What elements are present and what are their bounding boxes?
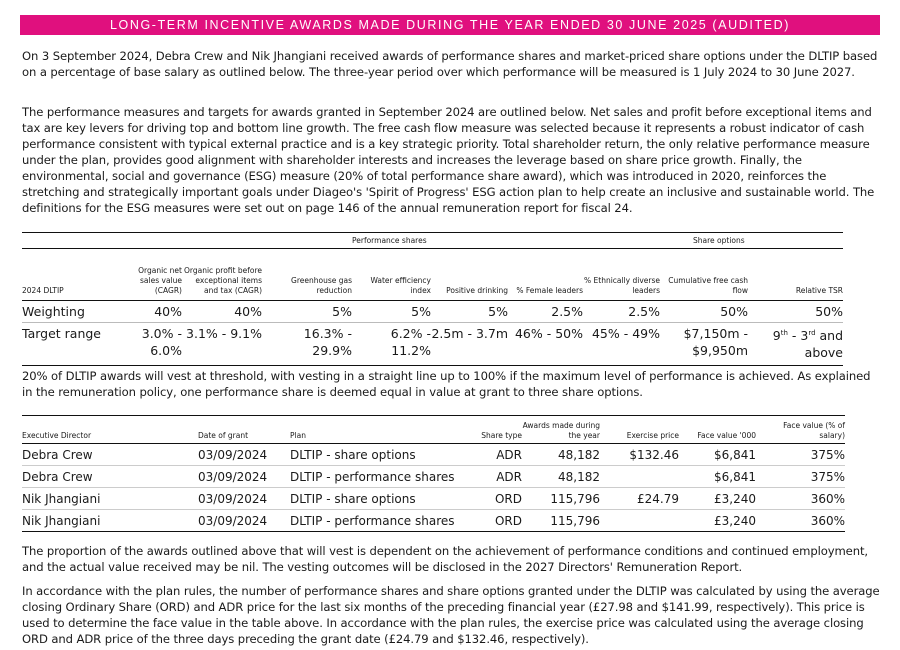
weighting-cell: Weighting	[22, 300, 117, 323]
table-cell: DLTIP - share options	[290, 443, 470, 466]
column-header: % Ethnically diverse leaders	[583, 248, 661, 301]
column-header: Exercise price	[600, 415, 679, 444]
column-header: Plan	[290, 415, 470, 444]
table-cell	[600, 465, 679, 488]
table-cell: ADR	[470, 465, 522, 488]
column-header: Date of grant	[198, 415, 290, 444]
table-row: Debra Crew 03/09/2024 DLTIP - performance …	[22, 465, 845, 488]
table-cell: DLTIP - share options	[290, 487, 470, 510]
table-cell: 375%	[756, 465, 845, 488]
table-cell: 03/09/2024	[198, 487, 290, 510]
table-cell: £24.79	[600, 487, 679, 510]
target-range-cell: 16.3% - 29.9%	[303, 326, 352, 358]
target-range-cell: 45% - 49%	[591, 326, 661, 341]
target-range-cell-relative-tsr: 9th - 3rd and above	[748, 323, 843, 366]
weighting-cell: 2.5%	[583, 300, 661, 323]
column-header: Share type	[470, 415, 522, 444]
target-range-cell: 2.5m - 3.7m	[431, 326, 509, 341]
intro-paragraph: On 3 September 2024, Debra Crew and Nik …	[22, 49, 878, 79]
table-row: Debra Crew 03/09/2024 DLTIP - share option…	[22, 443, 845, 466]
table-row: Nik Jhangiani 03/09/2024 DLTIP - performan…	[22, 510, 845, 532]
tsr-mid: - 3	[787, 328, 809, 344]
table-row: Nik Jhangiani 03/09/2024 DLTIP - share opt…	[22, 487, 845, 510]
performance-measures-table: Performance shares Share options 2024 DL…	[22, 232, 844, 367]
target-range-cell: $7,150m - $9,950m	[683, 326, 749, 358]
target-range-cell: 3.0% - 6.0%	[141, 326, 182, 358]
column-header: Greenhouse gas reduction	[262, 248, 352, 301]
outcome-paragraph: The proportion of the awards outlined ab…	[22, 544, 868, 574]
table-cell: 03/09/2024	[198, 465, 290, 488]
tsr-b-sup: rd	[808, 329, 816, 337]
table-cell: 48,182	[522, 465, 600, 488]
weighting-cell: 2.5%	[508, 300, 584, 323]
target-range-cell: 3.1% - 9.1%	[186, 326, 262, 341]
table-cell: ADR	[470, 443, 522, 466]
table-cell: £3,240	[679, 487, 756, 510]
tsr-a: 9	[772, 328, 781, 344]
table-cell: Debra Crew	[22, 465, 198, 488]
vesting-paragraph: 20% of DLTIP awards will vest at thresho…	[22, 369, 871, 399]
table-cell: 375%	[756, 443, 845, 466]
table-cell: $6,841	[679, 465, 756, 488]
target-range-cell: 46% - 50%	[514, 326, 584, 341]
table-cell: ORD	[494, 513, 522, 528]
column-header: Awards made during the year	[522, 415, 600, 444]
table-cell: 360%	[810, 513, 845, 528]
group-performance-shares: Performance shares	[352, 232, 509, 249]
column-header: Organic profit before exceptional items …	[182, 248, 262, 301]
weighting-cell: 50%	[748, 300, 844, 323]
table-cell: Debra Crew	[22, 443, 198, 466]
column-header: Organic net sales value (CAGR)	[117, 248, 182, 301]
column-header: Face value (% of salary)	[756, 415, 845, 444]
table-cell: 03/09/2024	[198, 443, 290, 466]
table-cell: ORD	[470, 487, 522, 510]
group-share-options: Share options	[693, 232, 789, 249]
weighting-cell: 5%	[262, 300, 352, 323]
tsr-a-sup: th	[780, 329, 788, 337]
weighting-cell: 40%	[182, 300, 262, 323]
table-cell: DLTIP - performance shares	[290, 465, 470, 488]
pricing-paragraph: In accordance with the plan rules, the n…	[22, 584, 880, 646]
weighting-cell: 5%	[431, 300, 509, 323]
measures-paragraph: The performance measures and targets for…	[22, 105, 875, 215]
table-cell: 03/09/2024	[198, 513, 268, 528]
table-cell: 115,796	[550, 513, 600, 528]
awards-table: Executive Director Date of grant Plan Share…	[22, 415, 845, 532]
table-cell: DLTIP - performance shares	[290, 513, 455, 528]
column-header: Water efficiency index	[352, 248, 431, 301]
table-cell: $132.46	[600, 443, 679, 466]
table-cell: 115,796	[522, 487, 600, 510]
table-cell	[600, 510, 679, 532]
weighting-cell: 40%	[117, 300, 182, 323]
column-header: Positive drinking	[431, 248, 509, 301]
column-header: Relative TSR	[748, 248, 844, 301]
target-range-cell: Target range	[22, 326, 101, 341]
target-range-cell: 6.2% - 11.2%	[390, 326, 431, 358]
table-cell: 48,182	[522, 443, 600, 466]
weighting-cell: 50%	[660, 300, 749, 323]
column-header: 2024 DLTIP	[22, 248, 117, 301]
column-header: Executive Director	[22, 415, 198, 444]
table-cell: £3,240	[714, 513, 756, 528]
table-cell: 360%	[756, 487, 845, 510]
tsr-end: and above	[804, 328, 844, 361]
section-title-banner: LONG-TERM INCENTIVE AWARDS MADE DURING T…	[20, 15, 880, 35]
column-header: Face value '000	[679, 415, 756, 444]
table-cell: $6,841	[679, 443, 756, 466]
table-cell: Nik Jhangiani	[22, 513, 101, 528]
table-cell: Nik Jhangiani	[22, 487, 198, 510]
column-header: % Female leaders	[508, 248, 584, 301]
column-header: Cumulative free cash flow	[660, 248, 749, 301]
weighting-cell: 5%	[352, 300, 431, 323]
